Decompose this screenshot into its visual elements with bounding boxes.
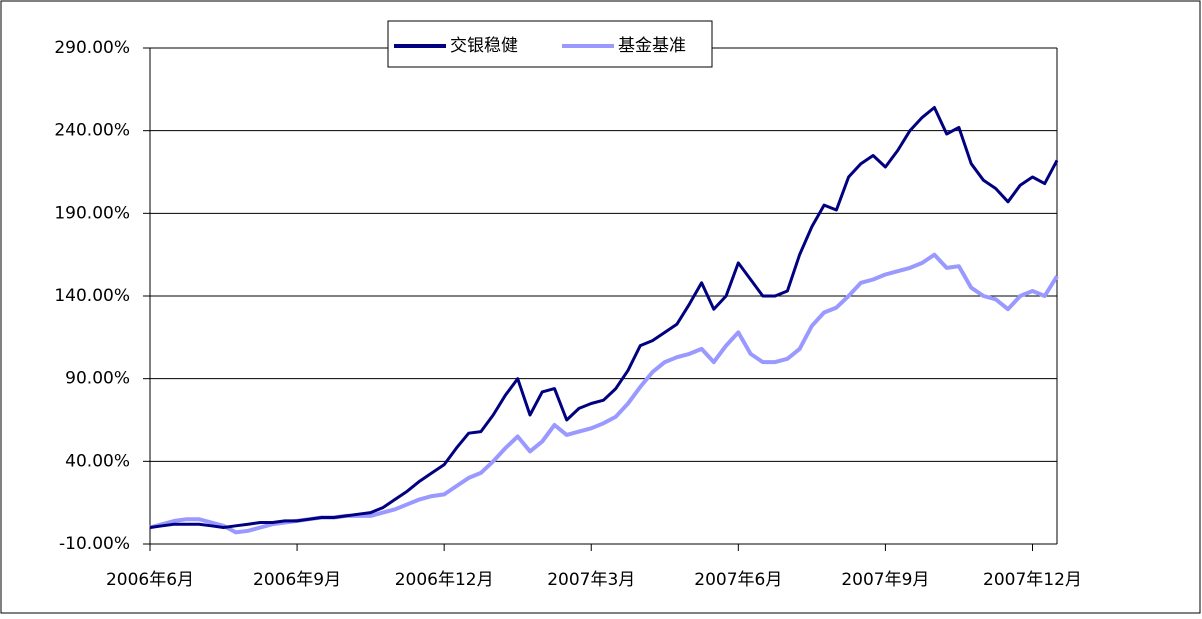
x-tick-label: 2007年12月: [983, 570, 1082, 590]
y-tick-label: 290.00%: [54, 38, 130, 58]
x-tick-label: 2006年12月: [395, 570, 494, 590]
legend-label: 基金基准: [618, 36, 686, 56]
legend-label: 交银稳健: [450, 36, 518, 56]
y-tick-label: 40.00%: [65, 451, 130, 471]
series-line: [149, 106, 1059, 529]
x-tick-label: 2007年6月: [694, 570, 782, 590]
y-tick-label: 190.00%: [54, 203, 130, 223]
x-tick-label: 2007年3月: [547, 570, 635, 590]
y-tick-label: -10.00%: [59, 534, 130, 554]
y-tick-label: 140.00%: [54, 286, 130, 306]
x-tick-label: 2007年9月: [841, 570, 929, 590]
legend: 交银稳健 基金基准: [387, 20, 713, 68]
x-tick-label: 2006年6月: [106, 570, 194, 590]
x-tick-label: 2006年9月: [253, 570, 341, 590]
y-tick-label: 240.00%: [54, 121, 130, 141]
y-tick-label: 90.00%: [65, 369, 130, 389]
